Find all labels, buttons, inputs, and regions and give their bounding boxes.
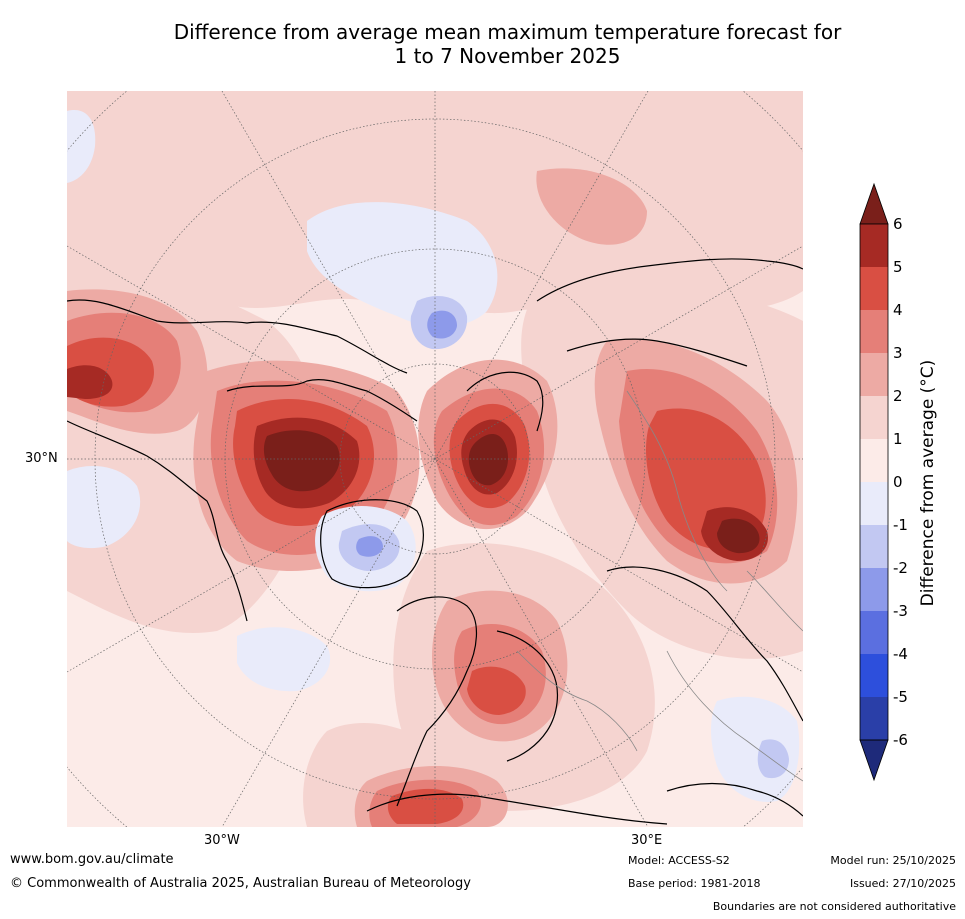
disclaimer: Boundaries are not considered authoritat… [712,900,956,913]
colorbar-tick: 2 [893,387,903,405]
colorbar-band-2-3 [860,353,888,396]
zone-blue-arctic [307,202,498,327]
colorbar-band-4-5 [860,267,888,310]
colorbar-band-1-2 [860,396,888,439]
zone-deepred-barents [468,434,509,486]
colorbar-band-m3-m2 [860,568,888,611]
colorbar-band-m4-m3 [860,611,888,654]
colorbar-over-triangle [859,182,889,225]
zone-deepred-canada [263,430,340,492]
lat-label-30n: 30°N [25,451,58,466]
lon-label-30w: 30°W [204,833,240,848]
colorbar-tick: 4 [893,301,903,319]
colorbar-frame [859,223,889,741]
model-name: Model: ACCESS-S2 [628,854,730,867]
colorbar-band-0-1 [860,439,888,482]
zone-rose-northpac [536,168,647,245]
colorbar-band-m1-0 [860,482,888,525]
colorbar-tick: 0 [893,473,903,491]
website-link[interactable]: www.bom.gov.au/climate [10,852,174,867]
copyright: © Commonwealth of Australia 2025, Austra… [10,876,471,891]
zone-medblue-arctic [427,310,457,339]
zone-blue-pacific [67,466,141,549]
zone-blue-ne [67,110,96,183]
colorbar-band-5-6 [860,224,888,267]
lon-label-30e: 30°E [631,833,663,848]
colorbar-tick: -3 [893,602,908,620]
colorbar-tick: 5 [893,258,903,276]
forecast-map [67,91,803,827]
issued-date: Issued: 27/10/2025 [849,877,956,890]
zone-lightblue-arabia [757,739,789,779]
colorbar-tick: -6 [893,731,908,749]
zone-deepred-asia [717,518,760,554]
colorbar-tick: 1 [893,430,903,448]
zone-darkred-alaska [67,365,113,399]
colorbar-label: Difference from average (°C) [918,359,938,607]
colorbar-band-m6-m5 [860,697,888,740]
colorbar-tick: -5 [893,688,908,706]
coastlines [67,258,803,825]
map-svg [67,91,803,827]
base-period: Base period: 1981-2018 [628,877,761,890]
colorbar-tick: 6 [893,215,903,233]
colorbar-tick: -1 [893,516,908,534]
zone-blue-atlantic [237,627,331,692]
colorbar-tick: 3 [893,344,903,362]
zone-medblue-greenland [356,536,383,557]
colorbar-band-m2-m1 [860,525,888,568]
colorbar-tick: -4 [893,645,908,663]
borders [516,390,803,782]
graticule [67,91,803,827]
model-run: Model run: 25/10/2025 [830,854,956,867]
colorbar-band-m5-m4 [860,654,888,697]
title-line-2: 1 to 7 November 2025 [394,44,621,68]
chart-title: Difference from average mean maximum tem… [0,20,965,68]
colorbar-band-3-4 [860,310,888,353]
zone-red-europe [467,666,526,715]
colorbar [859,182,889,782]
title-line-1: Difference from average mean maximum tem… [173,20,842,44]
colorbar-tick: -2 [893,559,908,577]
colorbar-under-triangle [859,739,889,782]
